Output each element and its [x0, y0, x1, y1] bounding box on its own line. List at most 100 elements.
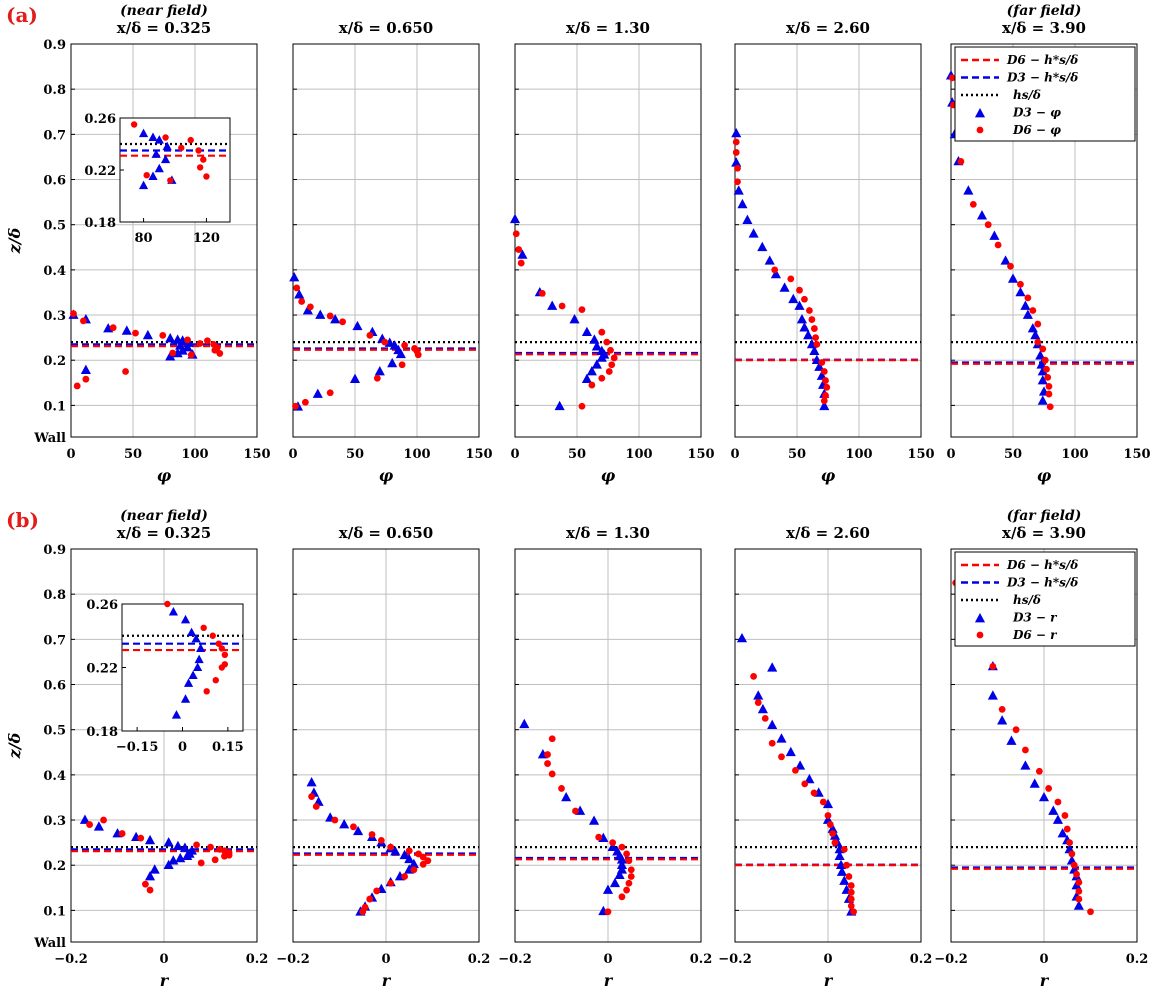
data-point-circle [778, 753, 785, 761]
data-point-circle [605, 368, 613, 375]
data-point-circle [820, 368, 828, 375]
series-d6 [292, 284, 422, 410]
data-point-triangle [757, 703, 768, 714]
subplot-subtitle: (near field) [120, 508, 208, 524]
data-point-circle [1070, 861, 1078, 869]
y-tick-label: 0.1 [43, 904, 66, 919]
x-tick-label: 0 [823, 952, 832, 967]
legend-box [954, 46, 1136, 142]
y-tick-label: 0.7 [43, 128, 66, 143]
data-point-triangle [1022, 309, 1033, 319]
inset-point-triangle [160, 154, 171, 164]
inset-frame [119, 117, 231, 223]
inset-point-circle [195, 147, 202, 154]
data-point-triangle [602, 884, 614, 894]
x-axis-label: φ [157, 466, 172, 485]
inset-y-tick: 0.18 [84, 216, 116, 231]
data-point-triangle [149, 864, 160, 874]
data-point-triangle [736, 632, 748, 643]
data-point-triangle [142, 329, 153, 340]
data-point-circle [221, 852, 228, 860]
data-point-circle [159, 331, 167, 339]
data-point-triangle [809, 345, 820, 356]
plot-frame [950, 548, 1138, 943]
data-point-circle [184, 336, 191, 344]
data-point-circle [207, 843, 214, 851]
data-point-circle [142, 880, 149, 888]
inset-point-circle [162, 134, 169, 141]
data-point-circle [398, 361, 406, 369]
data-point-triangle [1029, 778, 1040, 788]
data-point-circle [627, 873, 635, 880]
data-point-triangle [767, 662, 778, 672]
data-point-circle [826, 821, 834, 828]
inset-point-triangle [138, 128, 149, 138]
data-point-triangle [353, 825, 364, 836]
data-point-triangle [581, 373, 592, 384]
x-tick-label: −0.2 [54, 952, 88, 967]
data-point-circle [410, 866, 418, 874]
data-point-circle [137, 834, 145, 842]
data-point-triangle [987, 690, 998, 700]
y-tick-label: 0.4 [43, 769, 66, 784]
inset-y-tick: 0.22 [84, 164, 116, 179]
data-point-circle [1075, 888, 1083, 895]
data-point-circle [1087, 908, 1094, 916]
data-point-circle [801, 780, 809, 788]
plot-frame [950, 43, 1138, 438]
data-point-triangle [835, 859, 847, 870]
x-tick-label: 0 [1039, 952, 1048, 967]
x-tick-label: 0 [730, 447, 739, 462]
data-point-circle [734, 164, 741, 172]
data-point-circle [750, 672, 757, 680]
data-point-triangle [182, 850, 193, 861]
y-tick-label: 0.9 [43, 543, 66, 558]
x-tick-label: −0.2 [276, 952, 310, 967]
data-point-circle [366, 331, 374, 339]
data-point-circle [734, 178, 741, 186]
data-point-triangle [349, 373, 361, 384]
x-tick-label: 50 [1004, 447, 1022, 462]
inset-point-triangle [138, 180, 149, 190]
x-axis-label: φ [1037, 466, 1052, 485]
data-point-triangle [144, 871, 156, 881]
data-point-circle [604, 908, 612, 916]
data-point-circle [625, 857, 633, 865]
data-point-triangle [581, 326, 592, 337]
data-point-triangle [554, 400, 565, 411]
data-point-triangle [834, 850, 845, 861]
data-point-circle [792, 766, 799, 774]
data-point-circle [405, 847, 413, 855]
data-point-circle [801, 295, 808, 303]
data-point-circle [957, 158, 965, 165]
legend-circle-marker [976, 126, 984, 134]
data-point-triangle [177, 345, 188, 355]
data-point-triangle [93, 821, 104, 831]
data-point-circle [625, 879, 633, 887]
legend-triangle-marker [974, 108, 986, 118]
series-d6 [70, 310, 224, 390]
legend-label: D6 − r [1012, 628, 1058, 642]
data-point-circle [603, 338, 611, 346]
inset-point-circle [212, 677, 219, 684]
data-point-circle [196, 340, 204, 347]
data-point-circle [609, 839, 617, 847]
plot-frame [514, 43, 702, 438]
data-point-circle [515, 246, 523, 253]
data-point-triangle [976, 210, 988, 220]
data-point-circle [73, 382, 81, 390]
data-point-circle [1066, 839, 1073, 847]
data-point-triangle [144, 834, 156, 845]
data-point-circle [732, 149, 740, 156]
data-point-circle [326, 389, 334, 397]
data-point-circle [350, 823, 357, 831]
data-point-triangle [352, 320, 363, 331]
data-point-circle [373, 374, 381, 382]
data-point-circle [197, 859, 205, 867]
y-tick-label: 0.9 [43, 38, 66, 53]
data-point-triangle [163, 837, 174, 847]
y-tick-label: 0.3 [43, 309, 66, 324]
panel-label: (a) [6, 3, 38, 27]
data-point-circle [216, 350, 224, 357]
panel-a: (a) z/δ Wall 0.1 0.2 0.3 0.4 0.5 0.6 0.7 0.8 0.9 0 50… [5, 3, 1151, 485]
